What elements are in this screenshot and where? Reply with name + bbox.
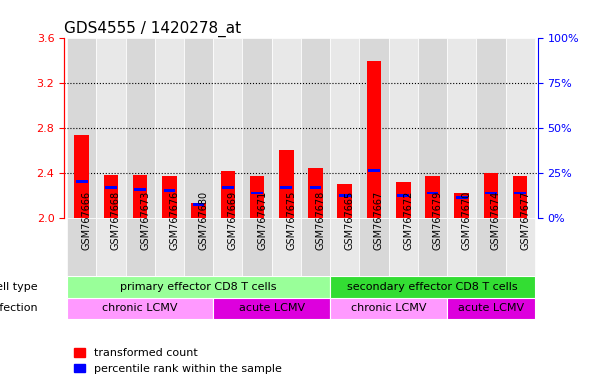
Bar <box>75 135 89 218</box>
Bar <box>76 180 87 183</box>
Bar <box>250 176 265 218</box>
Bar <box>221 170 235 218</box>
Bar <box>301 218 330 276</box>
Bar <box>155 38 184 218</box>
Text: secondary effector CD8 T cells: secondary effector CD8 T cells <box>347 282 518 292</box>
Bar <box>447 298 535 319</box>
Text: GSM767679: GSM767679 <box>433 191 442 250</box>
Bar <box>389 218 418 276</box>
Bar <box>184 218 213 276</box>
Bar <box>134 188 146 191</box>
Bar <box>359 218 389 276</box>
Text: GSM767677: GSM767677 <box>520 191 530 250</box>
Bar <box>339 194 351 197</box>
Bar <box>396 182 411 218</box>
Bar <box>483 173 498 218</box>
Bar <box>330 298 447 319</box>
Bar <box>279 151 294 218</box>
Text: acute LCMV: acute LCMV <box>458 303 524 313</box>
Text: acute LCMV: acute LCMV <box>239 303 305 313</box>
Text: GSM767667: GSM767667 <box>374 191 384 250</box>
Bar <box>243 218 272 276</box>
Bar <box>330 276 535 298</box>
Bar <box>330 38 359 218</box>
Text: GSM767669: GSM767669 <box>228 191 238 250</box>
Bar <box>513 176 527 218</box>
Text: GSM767675: GSM767675 <box>287 191 296 250</box>
Text: GSM767674: GSM767674 <box>491 191 501 250</box>
Text: GSM767666: GSM767666 <box>82 191 92 250</box>
Bar <box>418 38 447 218</box>
Text: chronic LCMV: chronic LCMV <box>351 303 426 313</box>
Bar <box>477 218 505 276</box>
Bar <box>125 218 155 276</box>
Text: GSM767678: GSM767678 <box>315 191 326 250</box>
Text: GSM767671: GSM767671 <box>257 191 267 250</box>
Text: primary effector CD8 T cells: primary effector CD8 T cells <box>120 282 277 292</box>
Legend: transformed count, percentile rank within the sample: transformed count, percentile rank withi… <box>70 344 287 379</box>
Bar <box>251 192 263 194</box>
Bar <box>191 203 206 218</box>
Bar <box>272 38 301 218</box>
Bar <box>67 298 213 319</box>
Bar <box>389 38 418 218</box>
Bar <box>308 168 323 218</box>
Bar <box>133 175 147 218</box>
Bar <box>213 218 243 276</box>
Bar <box>426 192 438 194</box>
Bar <box>330 218 359 276</box>
Bar <box>367 61 381 218</box>
Bar <box>162 176 177 218</box>
Text: GSM767680: GSM767680 <box>199 191 208 250</box>
Bar <box>455 193 469 218</box>
Bar <box>397 194 409 197</box>
Bar <box>368 169 380 172</box>
Bar <box>192 203 205 205</box>
Bar <box>505 218 535 276</box>
Bar <box>213 298 330 319</box>
Text: GSM767668: GSM767668 <box>111 191 121 250</box>
Bar <box>456 196 467 199</box>
Bar <box>243 38 272 218</box>
Bar <box>477 38 505 218</box>
Text: GSM767665: GSM767665 <box>345 191 355 250</box>
Text: infection: infection <box>0 303 38 313</box>
Bar <box>67 276 330 298</box>
Text: GDS4555 / 1420278_at: GDS4555 / 1420278_at <box>64 21 241 37</box>
Bar <box>164 189 175 192</box>
Bar <box>447 218 477 276</box>
Bar <box>184 38 213 218</box>
Bar <box>105 186 117 189</box>
Text: chronic LCMV: chronic LCMV <box>103 303 178 313</box>
Text: GSM767672: GSM767672 <box>403 191 413 250</box>
Bar <box>505 38 535 218</box>
Bar <box>97 218 125 276</box>
Bar <box>104 175 119 218</box>
Bar <box>125 38 155 218</box>
Bar <box>272 218 301 276</box>
Bar <box>310 186 321 189</box>
Bar <box>97 38 125 218</box>
Bar <box>222 186 233 189</box>
Bar <box>280 186 292 189</box>
Bar <box>514 192 526 194</box>
Text: GSM767676: GSM767676 <box>169 191 180 250</box>
Text: GSM767670: GSM767670 <box>462 191 472 250</box>
Bar <box>213 38 243 218</box>
Bar <box>447 38 477 218</box>
Bar <box>155 218 184 276</box>
Bar <box>418 218 447 276</box>
Bar <box>485 192 497 194</box>
Bar <box>67 218 97 276</box>
Bar <box>359 38 389 218</box>
Text: cell type: cell type <box>0 282 38 292</box>
Bar <box>301 38 330 218</box>
Bar <box>337 184 352 218</box>
Text: GSM767673: GSM767673 <box>140 191 150 250</box>
Bar <box>425 176 440 218</box>
Bar <box>67 38 97 218</box>
